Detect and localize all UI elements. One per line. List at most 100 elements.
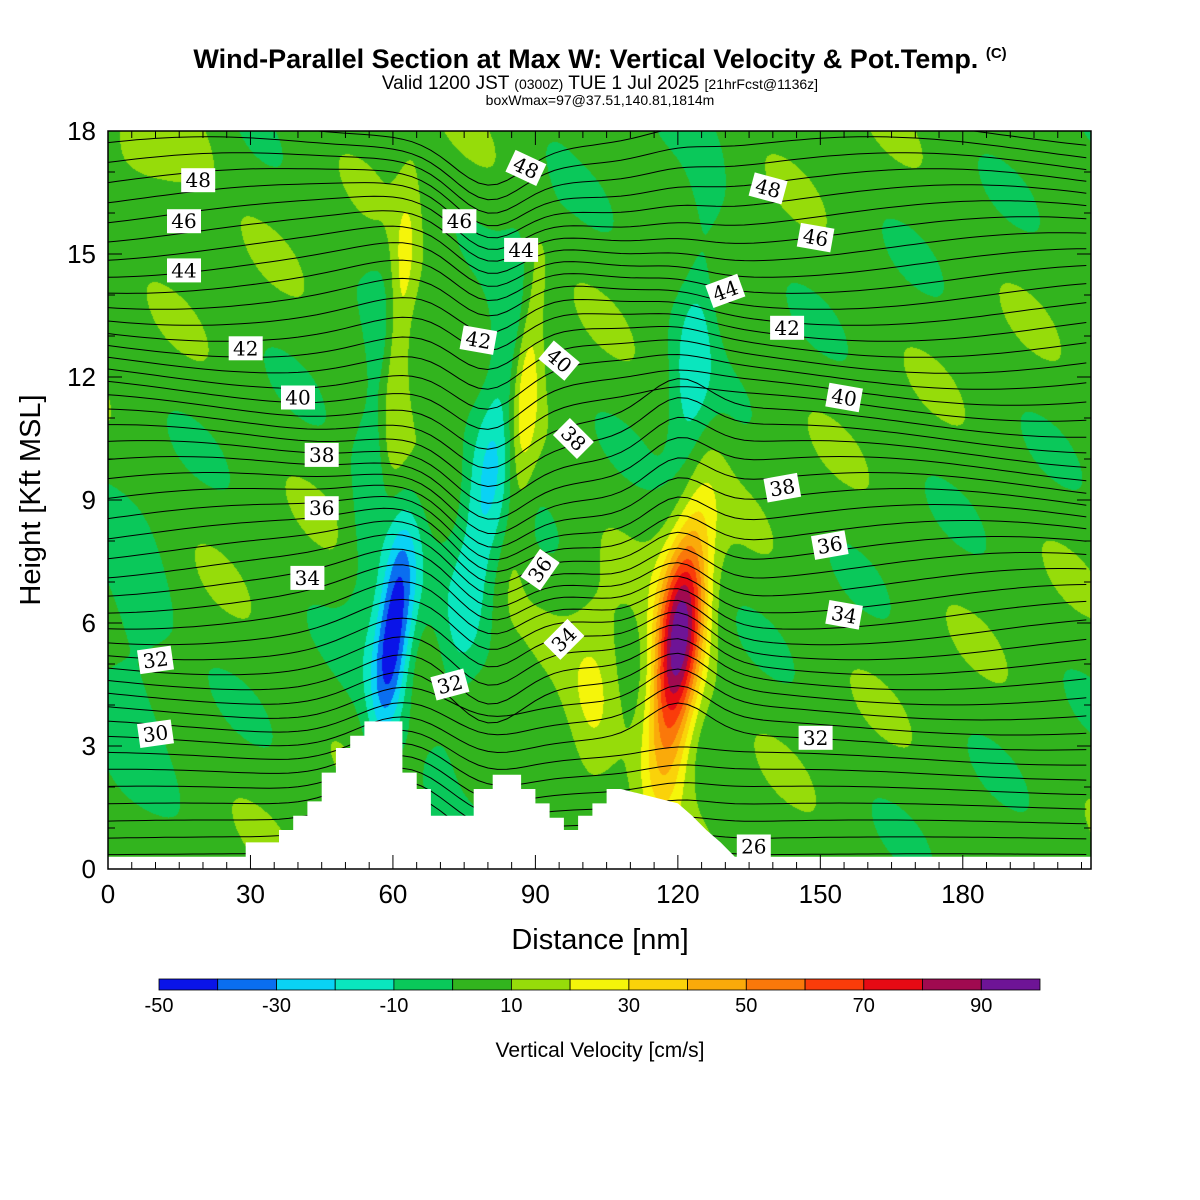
isentrope-line: [108, 416, 1087, 504]
y-tick-label: 6: [82, 608, 96, 638]
contour-label-box: [770, 315, 805, 340]
contour-label-box: [228, 336, 263, 361]
isentrope-line: [108, 397, 1087, 488]
colorbar-swatch: [863, 978, 923, 991]
isentrope-line: [108, 548, 1087, 608]
isentrope-line: [108, 685, 1087, 736]
contour-label-text: 46: [447, 209, 472, 233]
contour-label-text: 38: [768, 474, 797, 502]
title-main: Wind-Parallel Section at Max W: Vertical…: [193, 44, 979, 74]
contour-label-box: [181, 168, 216, 193]
colorbar-tick-label: -30: [262, 995, 291, 1017]
isentrope-line: [108, 182, 1087, 239]
contour-label: 34: [290, 565, 325, 590]
contour-label-text: 32: [803, 726, 828, 750]
isentrope-line: [108, 495, 1087, 561]
isentrope-line: [108, 297, 1087, 334]
valid-prefix: Valid 1200 JST: [381, 73, 510, 94]
chart-title: Wind-Parallel Section at Max W: Vertical…: [0, 44, 1200, 75]
contour-label-text: 32: [141, 646, 170, 673]
contour-label: 42: [770, 315, 805, 340]
isentrope-line: [108, 386, 1087, 450]
colorbar-title: Vertical Velocity [cm/s]: [496, 1039, 705, 1062]
isentrope-line: [108, 259, 1087, 302]
contour-label-box: [538, 340, 580, 381]
contour-label-box: [442, 209, 477, 234]
contour-label-box: [304, 442, 339, 467]
contour-label-text: 38: [309, 443, 334, 467]
contour-label-text: 46: [801, 224, 830, 252]
isentrope-line: [108, 242, 1087, 287]
colorbar-tick-label: 70: [853, 995, 875, 1017]
isentrope-line: [108, 611, 1087, 668]
x-tick-label: 30: [236, 879, 265, 909]
colorbar-swatch: [217, 978, 277, 991]
valid-date: TUE 1 Jul 2025: [568, 73, 700, 94]
contour-label: 46: [796, 222, 835, 253]
contour-label: 48: [181, 168, 216, 193]
contour-label-box: [736, 834, 771, 859]
colorbar-tick-label: -50: [145, 995, 174, 1017]
contour-label: 44: [167, 258, 201, 283]
contour-label-text: 36: [309, 496, 334, 520]
contour-label-box: [430, 668, 470, 701]
isentrope-line: [108, 638, 1087, 705]
contour-label-box: [705, 273, 746, 308]
contour-label-box: [796, 222, 835, 253]
contour-label-text: 42: [464, 326, 493, 354]
contour-label-box: [136, 645, 175, 675]
colorbar-swatch: [569, 978, 630, 991]
colorbar-tick-label: 30: [618, 995, 640, 1017]
contour-label: 42: [228, 336, 263, 361]
contour-label-box: [825, 382, 863, 413]
contour-label: 36: [304, 496, 339, 521]
contour-label: 46: [167, 209, 201, 234]
isentrope-line: [108, 210, 1087, 262]
colorbar-swatch: [452, 978, 512, 991]
colorbar-tick-label: 90: [970, 995, 992, 1017]
y-tick-label: 18: [67, 116, 96, 146]
contour-label: 48: [748, 172, 788, 205]
contour-label-text: 26: [741, 835, 766, 859]
contour-label: 32: [798, 725, 833, 750]
contour-label-box: [304, 496, 339, 521]
contour-label-box: [810, 530, 849, 560]
isentrope-line: [108, 533, 1087, 596]
isentrope-line: [108, 520, 1087, 584]
contour-label: 36: [810, 530, 849, 560]
contour-label-text: 36: [815, 531, 844, 559]
colorbar-swatch: [922, 978, 982, 991]
contour-label-text: 44: [508, 238, 533, 262]
contour-label-text: 42: [233, 336, 258, 360]
contour-label: 38: [304, 442, 339, 467]
x-tick-label: 60: [378, 879, 407, 909]
isentrope-line: [108, 668, 1087, 721]
colorbar-swatch: [276, 978, 336, 991]
isentrope-line: [108, 652, 1087, 724]
y-tick-label: 15: [67, 239, 96, 269]
y-tick-label: 9: [82, 485, 96, 515]
contour-label-box: [543, 618, 585, 660]
contour-label: 38: [552, 417, 594, 460]
colorbar-tick-label: -10: [379, 995, 408, 1017]
forecast-info: [21hrFcst@1136z]: [704, 76, 819, 92]
isentrope-line: [108, 742, 1087, 787]
x-tick-label: 150: [799, 879, 842, 909]
isentrope-line: [108, 702, 1087, 754]
contour-label-box: [505, 149, 547, 186]
valid-utc: (0300Z): [514, 76, 564, 92]
isentrope-line: [108, 339, 1087, 390]
contour-label-box: [136, 719, 175, 748]
x-axis-label: Distance [nm]: [511, 924, 688, 956]
isentrope-line: [108, 598, 1087, 650]
contour-label: 42: [459, 325, 498, 355]
isentrope-line: [108, 507, 1087, 573]
contour-label: 40: [281, 385, 315, 410]
contour-label-text: 34: [829, 601, 858, 629]
contour-label-box: [281, 385, 315, 410]
y-axis-label: Height [Kft MSL]: [15, 394, 47, 605]
vertical-velocity-field: [108, 131, 1091, 869]
contour-label: 44: [504, 237, 539, 262]
isentrope-line: [108, 369, 1087, 430]
